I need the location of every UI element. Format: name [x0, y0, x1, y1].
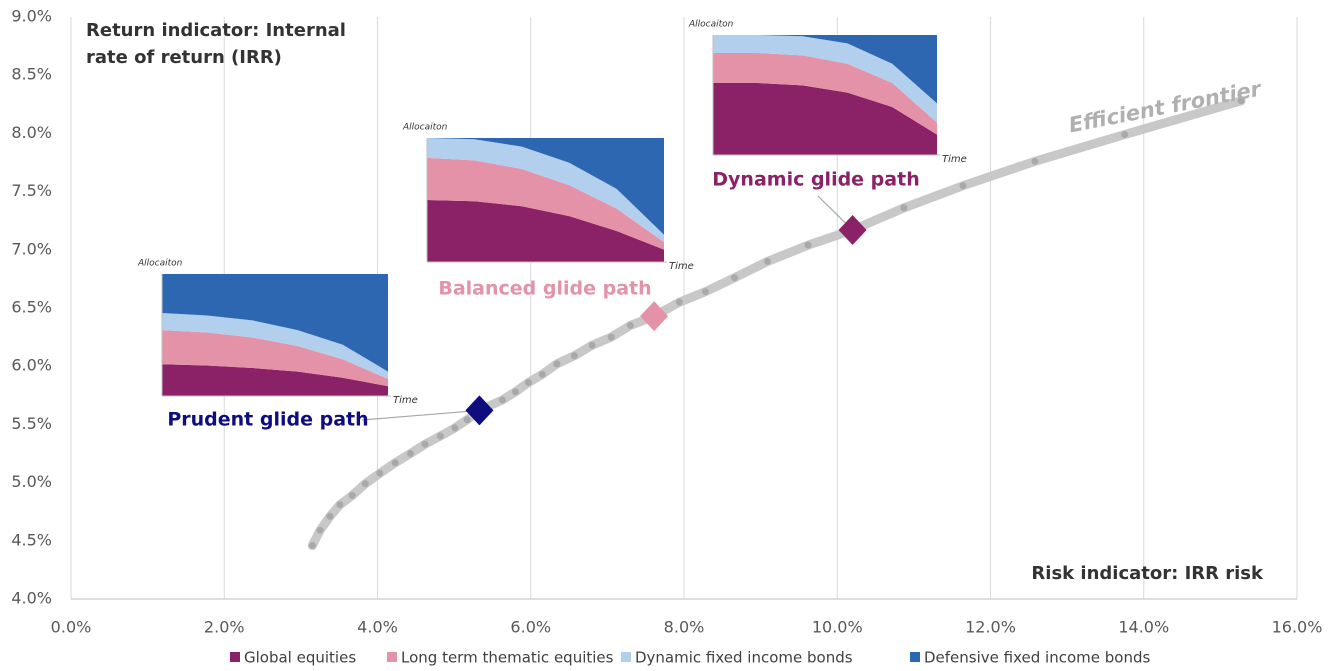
x-tick-label: 0.0%: [51, 618, 92, 637]
frontier-point: [553, 360, 561, 368]
frontier-point: [376, 469, 384, 477]
frontier-point: [1237, 97, 1245, 105]
frontier-point: [451, 424, 459, 432]
legend-label: Defensive fixed income bonds: [924, 649, 1150, 667]
area-layer: [427, 157, 664, 250]
area-layer: [427, 200, 664, 262]
x-tick-label: 8.0%: [664, 618, 705, 637]
inset-y-title: Allocaiton: [688, 20, 734, 30]
y-tick-label: 4.0%: [11, 589, 52, 608]
area-layer: [162, 364, 388, 396]
frontier-point: [511, 388, 519, 396]
y-tick-label: 7.5%: [11, 181, 52, 200]
y-tick-label: 4.5%: [11, 530, 52, 549]
legend-label: Long term thematic equities: [401, 649, 614, 667]
frontier-point: [406, 450, 414, 457]
highlight-diamond: [465, 395, 494, 426]
x-tick-label: 12.0%: [965, 618, 1016, 637]
frontier-point: [391, 459, 399, 467]
frontier-point: [959, 182, 967, 190]
area-layer: [427, 138, 664, 235]
frontier-point: [326, 512, 334, 520]
frontier-point: [498, 396, 506, 404]
frontier-point: [626, 321, 634, 329]
legend-label: Global equities: [244, 649, 356, 667]
frontier-point: [804, 241, 812, 249]
y-tick-label: 9.0%: [11, 7, 52, 26]
frontier-point: [348, 491, 356, 499]
legend-swatch: [621, 652, 631, 662]
highlight-diamond: [640, 301, 669, 332]
frontier-point: [607, 333, 615, 341]
area-layer: [713, 35, 937, 104]
frontier-point: [361, 480, 369, 488]
frontier-point: [421, 440, 429, 448]
frontier-point: [336, 501, 344, 509]
frontier-point: [764, 257, 772, 265]
frontier-point: [1031, 157, 1039, 165]
frontier-point: [701, 288, 709, 296]
inset-x-title: Time: [942, 154, 967, 165]
area-layer: [713, 35, 937, 123]
y-axis-title: Return indicator: Internal rate of retur…: [86, 20, 346, 68]
legend-swatch: [230, 652, 240, 662]
area-layer: [427, 138, 664, 243]
highlight-diamond: [838, 215, 867, 246]
y-tick-label: 8.5%: [11, 65, 52, 84]
x-axis-title: Risk indicator: IRR risk: [1031, 563, 1263, 584]
area-layer: [713, 53, 937, 135]
area-layer: [162, 313, 388, 379]
inset-y-title: Allocaiton: [137, 259, 183, 269]
y-tick-label: 6.5%: [11, 298, 52, 317]
leader-line: [361, 409, 480, 421]
frontier-point: [731, 274, 739, 282]
x-tick-label: 6.0%: [510, 618, 551, 637]
frontier-point: [524, 378, 532, 386]
highlight-label: Balanced glide path: [438, 278, 651, 300]
legend-swatch: [387, 652, 397, 662]
frontier-point: [316, 526, 324, 534]
area-layer: [162, 330, 388, 387]
inset-y-title: Allocaiton: [402, 123, 448, 133]
frontier-point: [436, 432, 444, 440]
frontier-point: [900, 204, 908, 212]
frontier-point: [1121, 131, 1129, 139]
y-tick-label: 5.5%: [11, 414, 52, 433]
legend-label: Dynamic fixed income bonds: [635, 649, 853, 667]
y-tick-label: 8.0%: [11, 123, 52, 142]
x-tick-label: 2.0%: [204, 618, 245, 637]
highlight-label: Prudent glide path: [167, 409, 368, 431]
inset-x-title: Time: [669, 261, 694, 272]
x-tick-label: 10.0%: [812, 618, 863, 637]
frontier-point: [538, 370, 546, 378]
x-tick-label: 14.0%: [1118, 618, 1169, 637]
inset-x-title: Time: [393, 395, 418, 406]
frontier-point: [463, 416, 471, 424]
x-tick-label: 4.0%: [357, 618, 398, 637]
y-tick-label: 5.0%: [11, 472, 52, 491]
frontier-point: [308, 541, 316, 549]
frontier-point: [588, 341, 596, 349]
frontier-point: [570, 352, 578, 360]
highlight-label: Dynamic glide path: [712, 169, 919, 191]
area-layer: [162, 274, 388, 372]
x-tick-label: 16.0%: [1272, 618, 1323, 637]
area-layer: [713, 83, 937, 155]
y-tick-label: 6.0%: [11, 356, 52, 375]
y-tick-label: 7.0%: [11, 239, 52, 258]
frontier-point: [675, 298, 683, 306]
legend-swatch: [910, 652, 920, 662]
